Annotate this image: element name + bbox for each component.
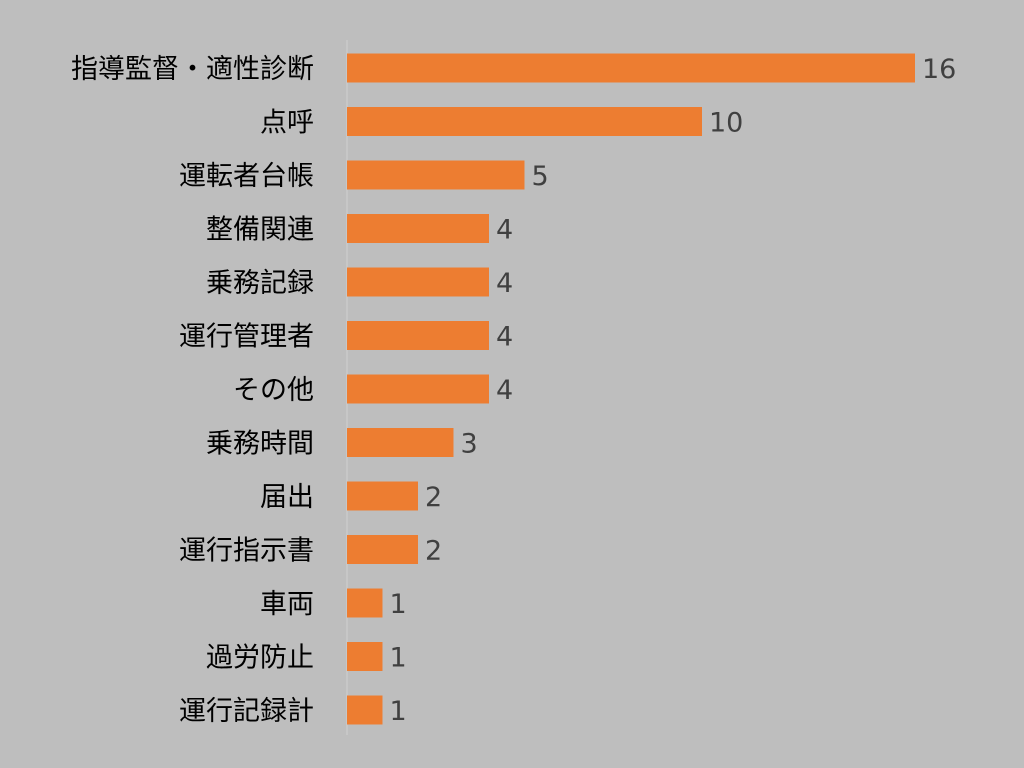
bar-3: [347, 214, 489, 243]
bar-9: [347, 535, 418, 564]
value-label-6: 4: [496, 375, 513, 406]
value-label-11: 1: [390, 643, 407, 674]
bar-11: [347, 642, 383, 671]
category-label-10: 車両: [260, 589, 314, 620]
bar-4: [347, 267, 489, 297]
bar-6: [347, 374, 489, 404]
category-label-2: 運転者台帳: [179, 161, 314, 192]
value-label-0: 16: [922, 54, 956, 85]
category-label-9: 運行指示書: [179, 536, 314, 567]
bar-1: [347, 107, 702, 136]
bar-0: [347, 53, 915, 83]
category-label-5: 運行管理者: [179, 322, 314, 353]
bar-12: [347, 695, 383, 725]
value-label-10: 1: [390, 589, 407, 620]
category-label-6: その他: [233, 375, 314, 406]
category-label-7: 乗務時間: [206, 429, 314, 460]
bar-7: [347, 428, 454, 457]
value-label-3: 4: [496, 215, 513, 246]
category-label-12: 運行記録計: [179, 696, 314, 727]
category-label-11: 過労防止: [206, 643, 314, 674]
value-label-1: 10: [709, 108, 743, 139]
value-label-9: 2: [425, 536, 442, 567]
category-label-4: 乗務記録: [206, 268, 314, 299]
value-label-4: 4: [496, 268, 513, 299]
category-label-0: 指導監督・適性診断: [71, 54, 314, 85]
value-label-2: 5: [532, 161, 549, 192]
bar-8: [347, 481, 418, 511]
category-label-3: 整備関連: [206, 215, 314, 246]
value-label-7: 3: [461, 429, 478, 460]
bars-group: [347, 53, 915, 725]
category-label-8: 届出: [260, 482, 314, 513]
category-labels-group: 指導監督・適性診断点呼運転者台帳整備関連乗務記録運行管理者その他乗務時間届出運行…: [71, 54, 314, 727]
bar-5: [347, 321, 489, 350]
value-label-8: 2: [425, 482, 442, 513]
category-label-1: 点呼: [260, 108, 314, 139]
bar-10: [347, 588, 383, 618]
bar-2: [347, 160, 525, 190]
value-label-12: 1: [390, 696, 407, 727]
value-label-5: 4: [496, 322, 513, 353]
